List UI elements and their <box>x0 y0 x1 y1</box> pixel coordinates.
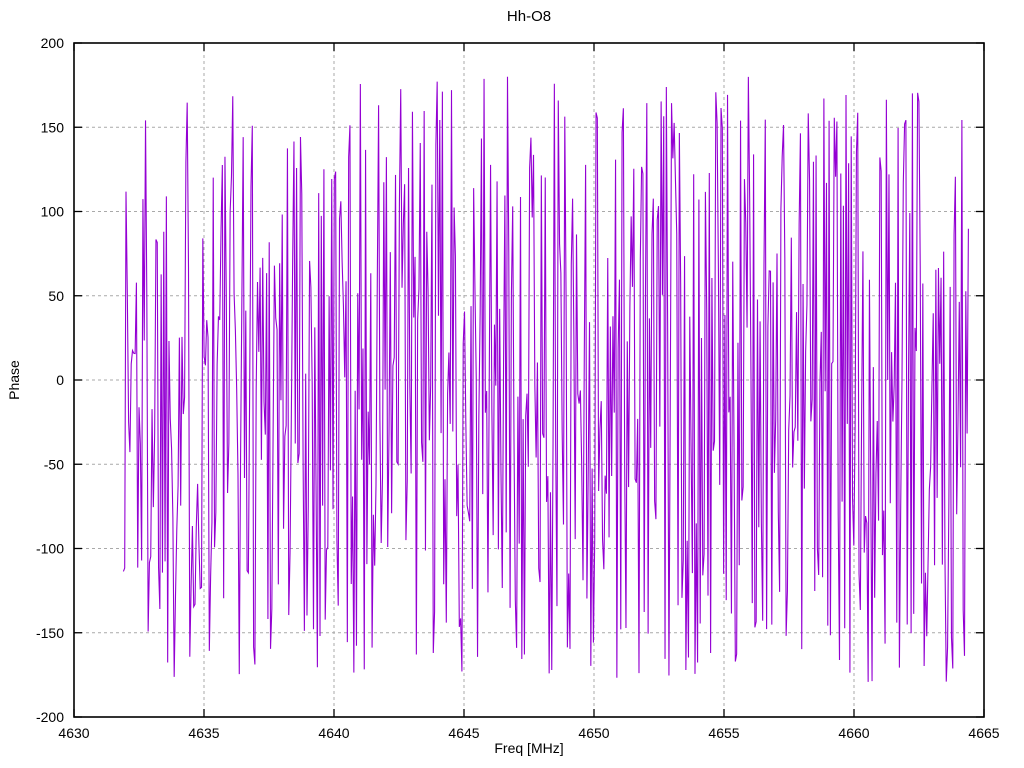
y-tick-label: -150 <box>36 625 64 641</box>
y-axis-label: Phase <box>6 360 22 400</box>
x-tick-label: 4655 <box>708 725 739 741</box>
x-tick-label: 4635 <box>188 725 219 741</box>
x-axis-label: Freq [MHz] <box>494 740 564 756</box>
x-tick-label: 4660 <box>838 725 869 741</box>
y-tick-label: 50 <box>48 288 64 304</box>
y-tick-label: 0 <box>56 372 64 388</box>
x-tick-label: 4640 <box>318 725 349 741</box>
y-tick-label: -200 <box>36 709 64 725</box>
y-tick-label: 150 <box>41 119 65 135</box>
x-tick-label: 4645 <box>448 725 479 741</box>
series-line-phase <box>122 76 969 682</box>
y-tick-label: -50 <box>44 456 64 472</box>
x-tick-label: 4650 <box>578 725 609 741</box>
y-tick-label: 200 <box>41 35 65 51</box>
y-tick-label: 100 <box>41 204 65 220</box>
x-tick-label: 4630 <box>58 725 89 741</box>
x-tick-label: 4665 <box>968 725 999 741</box>
chart-title: Hh-O8 <box>506 8 552 25</box>
y-tick-label: -100 <box>36 541 64 557</box>
